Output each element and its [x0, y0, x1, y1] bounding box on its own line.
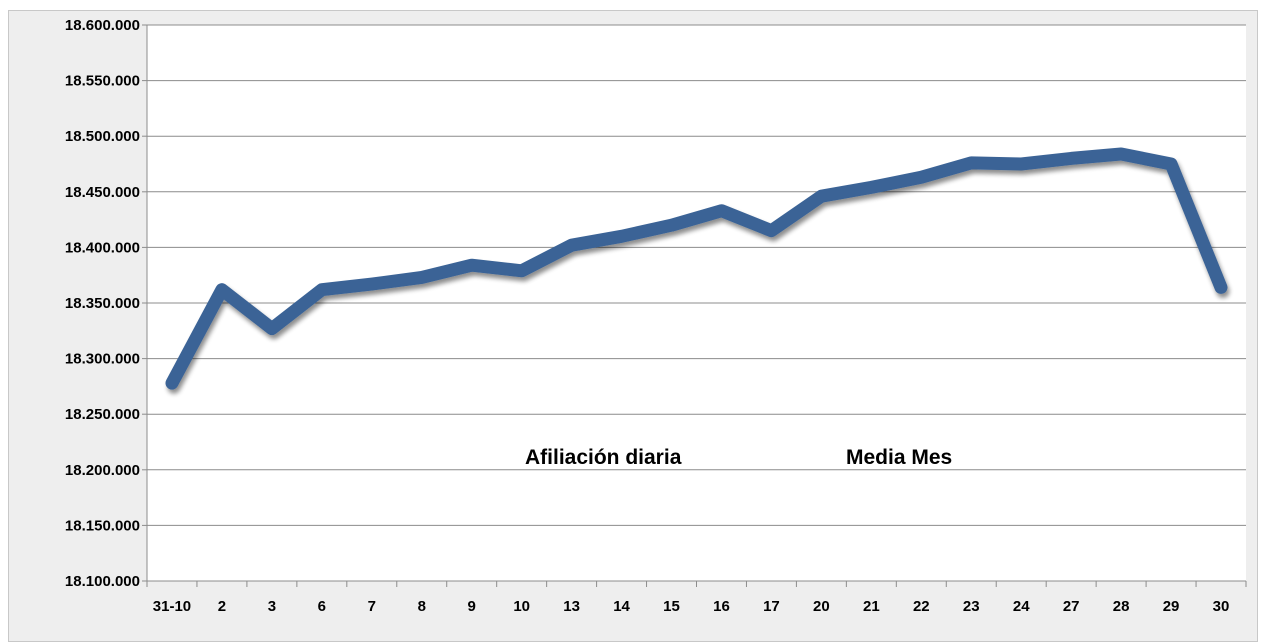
x-tick-label: 7: [368, 598, 376, 615]
x-tick-label: 8: [418, 598, 426, 615]
gridlines: [147, 24, 1246, 526]
legend: Afiliación diaria Media Mes: [452, 446, 952, 469]
y-tick-label: 18.500.000: [65, 128, 140, 145]
y-tick-label: 18.600.000: [65, 17, 140, 34]
y-tick-label: 18.400.000: [65, 239, 140, 256]
y-tick-label: 18.450.000: [65, 184, 140, 201]
legend-label-1: Afiliación diaria: [525, 446, 682, 469]
x-tick-label: 30: [1213, 598, 1230, 615]
y-tick-label: 18.200.000: [65, 462, 140, 479]
y-tick-label: 18.250.000: [65, 406, 140, 423]
x-tick-label: 22: [913, 598, 930, 615]
x-tick-label: 27: [1063, 598, 1080, 615]
series-line-1: [165, 147, 1228, 390]
x-tick-label: 14: [613, 598, 630, 615]
x-tick-label: 2: [218, 598, 226, 615]
series-layer: [165, 147, 1228, 390]
x-tick-label: 28: [1113, 598, 1130, 615]
x-tick-label: 31-10: [153, 598, 191, 615]
x-axis: 31-10 2 3 6 7 8 9 10 13 14 15 16 17 20 21 22 23 24 27 28 29 3…: [146, 580, 1247, 615]
x-tick-label: 6: [318, 598, 326, 615]
x-tick-label: 29: [1163, 598, 1180, 615]
x-tick-label: 16: [713, 598, 730, 615]
x-tick-label: 3: [268, 598, 276, 615]
x-tick-label: 24: [1013, 598, 1030, 615]
y-axis: 18.100.000 18.150.000 18.200.000 18.250.000…: [65, 17, 148, 590]
x-tick-label: 10: [513, 598, 530, 615]
y-tick-label: 18.300.000: [65, 351, 140, 368]
x-tick-label: 13: [563, 598, 580, 615]
x-tick-label: 17: [763, 598, 780, 615]
x-tick-label: 23: [963, 598, 980, 615]
y-tick-label: 18.350.000: [65, 295, 140, 312]
y-tick-label: 18.150.000: [65, 517, 140, 534]
x-tick-label: 15: [663, 598, 680, 615]
y-tick-label: 18.550.000: [65, 73, 140, 90]
y-tick-label: 18.100.000: [65, 573, 140, 590]
x-tick-label: 20: [813, 598, 830, 615]
x-tick-label: 9: [468, 598, 476, 615]
legend-label-2: Media Mes: [846, 446, 952, 469]
x-tick-label: 21: [863, 598, 880, 615]
